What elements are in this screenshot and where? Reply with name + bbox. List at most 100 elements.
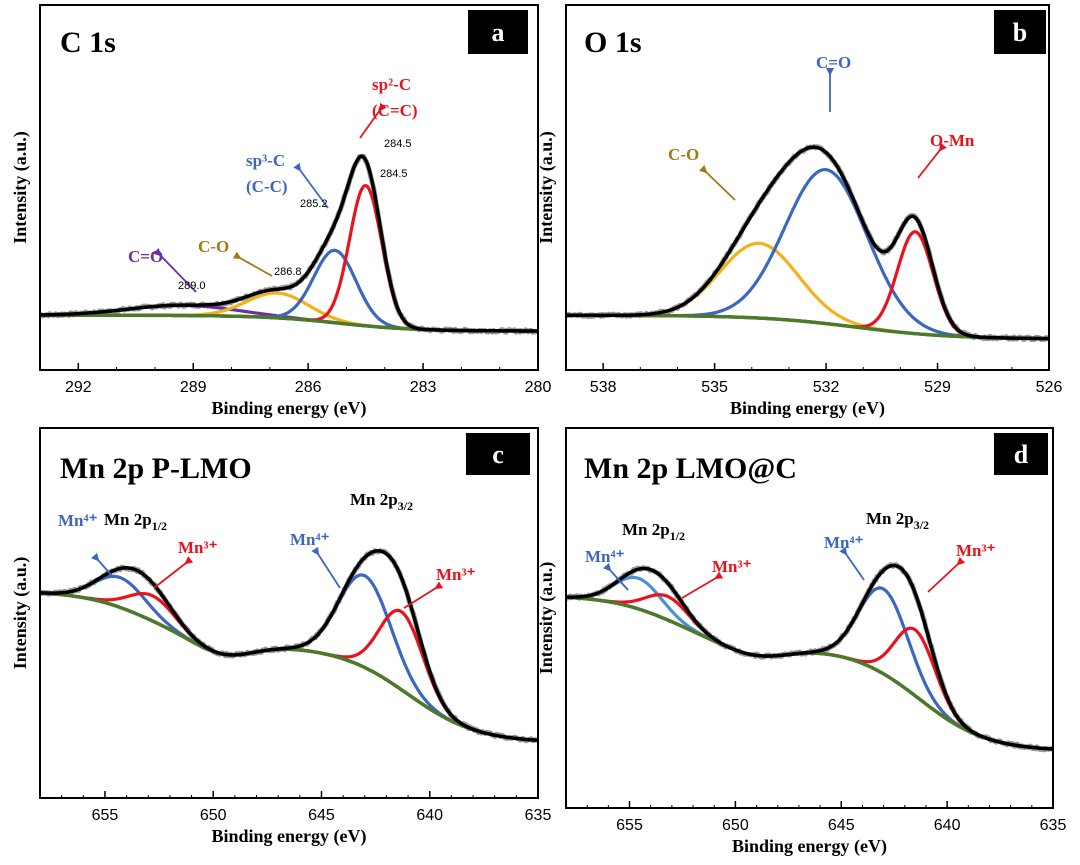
annotation-arrow bbox=[232, 251, 273, 277]
plot-area bbox=[40, 153, 538, 335]
x-tick-label: 635 bbox=[1040, 817, 1067, 834]
component-line-0 bbox=[40, 574, 538, 742]
annotation-arrow bbox=[927, 556, 966, 593]
panel-title: O 1s bbox=[584, 26, 642, 59]
envelope-line bbox=[40, 549, 538, 743]
panel-badge bbox=[994, 10, 1046, 54]
y-axis-label: Intensity (a.u.) bbox=[536, 131, 557, 244]
x-tick-label: 640 bbox=[934, 817, 961, 834]
peak-value-label: 284.5 bbox=[380, 168, 408, 180]
x-tick-label: 289 bbox=[180, 379, 207, 396]
annotation-arrow bbox=[681, 571, 724, 599]
annotation-label: C=O bbox=[128, 247, 163, 266]
annotation-sub: 1/2 bbox=[152, 519, 167, 533]
annotation-label: sp²-C bbox=[372, 75, 411, 94]
x-tick-label: 645 bbox=[308, 807, 335, 824]
panel-a: 292 289 286 283 280 Binding energy (eV) Intens… bbox=[10, 4, 551, 419]
annotation-label: Mn 2p1/2 bbox=[622, 520, 685, 543]
component-line-0 bbox=[566, 575, 1053, 751]
raw-data-line bbox=[566, 144, 1049, 343]
annotation-label: Mn³⁺ bbox=[712, 557, 752, 576]
annotation-label: Mn⁴⁺ bbox=[824, 533, 864, 552]
x-tick-label: 283 bbox=[410, 379, 437, 396]
raw-data-line bbox=[566, 562, 1053, 753]
annotation-label: C-O bbox=[668, 145, 699, 164]
annotation-main: Mn 2p bbox=[622, 520, 670, 539]
annotation-label: Mn³⁺ bbox=[956, 541, 996, 560]
panel-badge bbox=[468, 10, 528, 54]
annotation-label: C=O bbox=[816, 53, 851, 72]
annotation-label: Mn³⁺ bbox=[178, 538, 218, 557]
annotation-label: (C=C) bbox=[372, 101, 418, 120]
annotation-sub: 1/2 bbox=[670, 529, 685, 543]
annotation-label: Mn⁴⁺ bbox=[290, 530, 330, 549]
envelope-line bbox=[40, 154, 538, 333]
x-tick-label: 650 bbox=[722, 817, 749, 834]
x-tick-label: 645 bbox=[828, 817, 855, 834]
component-line-3 bbox=[566, 595, 1053, 751]
axes-frame bbox=[39, 427, 539, 799]
annotation-arrow bbox=[311, 546, 341, 589]
x-tick-label: 655 bbox=[92, 807, 119, 824]
annotation-arrow bbox=[293, 162, 329, 209]
x-tick-label: 640 bbox=[416, 807, 443, 824]
panel-b: 538 535 532 529 526 Binding energy (eV) Intens… bbox=[536, 4, 1062, 419]
panel-c: 655 650 645 640 635 Binding energy (eV) Intens… bbox=[10, 427, 552, 847]
component-line-1 bbox=[566, 593, 1053, 751]
x-tick-label: 286 bbox=[295, 379, 322, 396]
panel-title: C 1s bbox=[60, 26, 116, 59]
x-tick-label: 532 bbox=[813, 379, 840, 396]
annotation-arrow bbox=[152, 247, 197, 293]
annotation-arrow bbox=[91, 552, 115, 579]
panel-letter: a bbox=[492, 18, 505, 47]
plot-area bbox=[566, 562, 1053, 753]
annotation-main: Mn 2p bbox=[350, 490, 398, 509]
x-tick-label: 292 bbox=[65, 379, 92, 396]
x-tick-label: 635 bbox=[525, 807, 552, 824]
annotation-label: sp³-C bbox=[246, 151, 285, 170]
component-line-3 bbox=[40, 591, 538, 742]
annotation-label: C-O bbox=[198, 237, 229, 256]
axes-frame bbox=[39, 4, 539, 371]
annotation-label: Mn 2p1/2 bbox=[104, 510, 167, 533]
x-tick-label: 650 bbox=[200, 807, 227, 824]
axes-frame bbox=[565, 4, 1050, 371]
y-axis-label: Intensity (a.u.) bbox=[10, 557, 31, 670]
panel-badge bbox=[466, 433, 530, 475]
peak-value-label: 289.0 bbox=[178, 280, 206, 292]
annotation-label: Mn⁴⁺ bbox=[58, 511, 98, 530]
panel-letter: c bbox=[492, 440, 504, 469]
x-axis-label: Binding energy (eV) bbox=[212, 398, 367, 419]
peak-value-label: 284.5 bbox=[384, 138, 412, 150]
axes-frame bbox=[565, 427, 1054, 809]
annotation-arrow bbox=[153, 556, 194, 589]
annotation-arrow bbox=[839, 546, 865, 581]
annotation-arrow bbox=[359, 102, 387, 139]
annotation-label: Mn³⁺ bbox=[436, 565, 476, 584]
component-line-1 bbox=[40, 591, 538, 742]
x-axis-label: Binding energy (eV) bbox=[212, 826, 367, 847]
panel-d: 655 650 645 640 635 Binding energy (eV) Intens… bbox=[536, 427, 1067, 857]
annotation-sub: 3/2 bbox=[914, 518, 929, 532]
x-tick-label: 538 bbox=[590, 379, 617, 396]
annotation-label: (C-C) bbox=[246, 177, 288, 196]
x-tick-label: 655 bbox=[616, 817, 643, 834]
annotation-label: O-Mn bbox=[930, 131, 975, 150]
annotation-label: Mn 2p3/2 bbox=[866, 509, 929, 532]
peak-value-label: 285.2 bbox=[300, 198, 328, 210]
plot-area bbox=[40, 548, 538, 744]
raw-data-line bbox=[40, 153, 538, 335]
annotation-main: Mn 2p bbox=[866, 509, 914, 528]
y-axis-label: Intensity (a.u.) bbox=[10, 131, 31, 244]
component-line-0 bbox=[566, 241, 1049, 341]
annotation-arrow bbox=[917, 142, 947, 179]
annotation-main: Mn 2p bbox=[104, 510, 152, 529]
x-axis-label: Binding energy (eV) bbox=[732, 836, 887, 857]
y-axis-label: Intensity (a.u.) bbox=[536, 562, 557, 675]
envelope-line bbox=[566, 563, 1053, 751]
panel-letter: b bbox=[1013, 18, 1027, 47]
plot-area bbox=[566, 144, 1049, 343]
component-line-2 bbox=[566, 586, 1053, 751]
annotation-arrow bbox=[698, 164, 736, 201]
